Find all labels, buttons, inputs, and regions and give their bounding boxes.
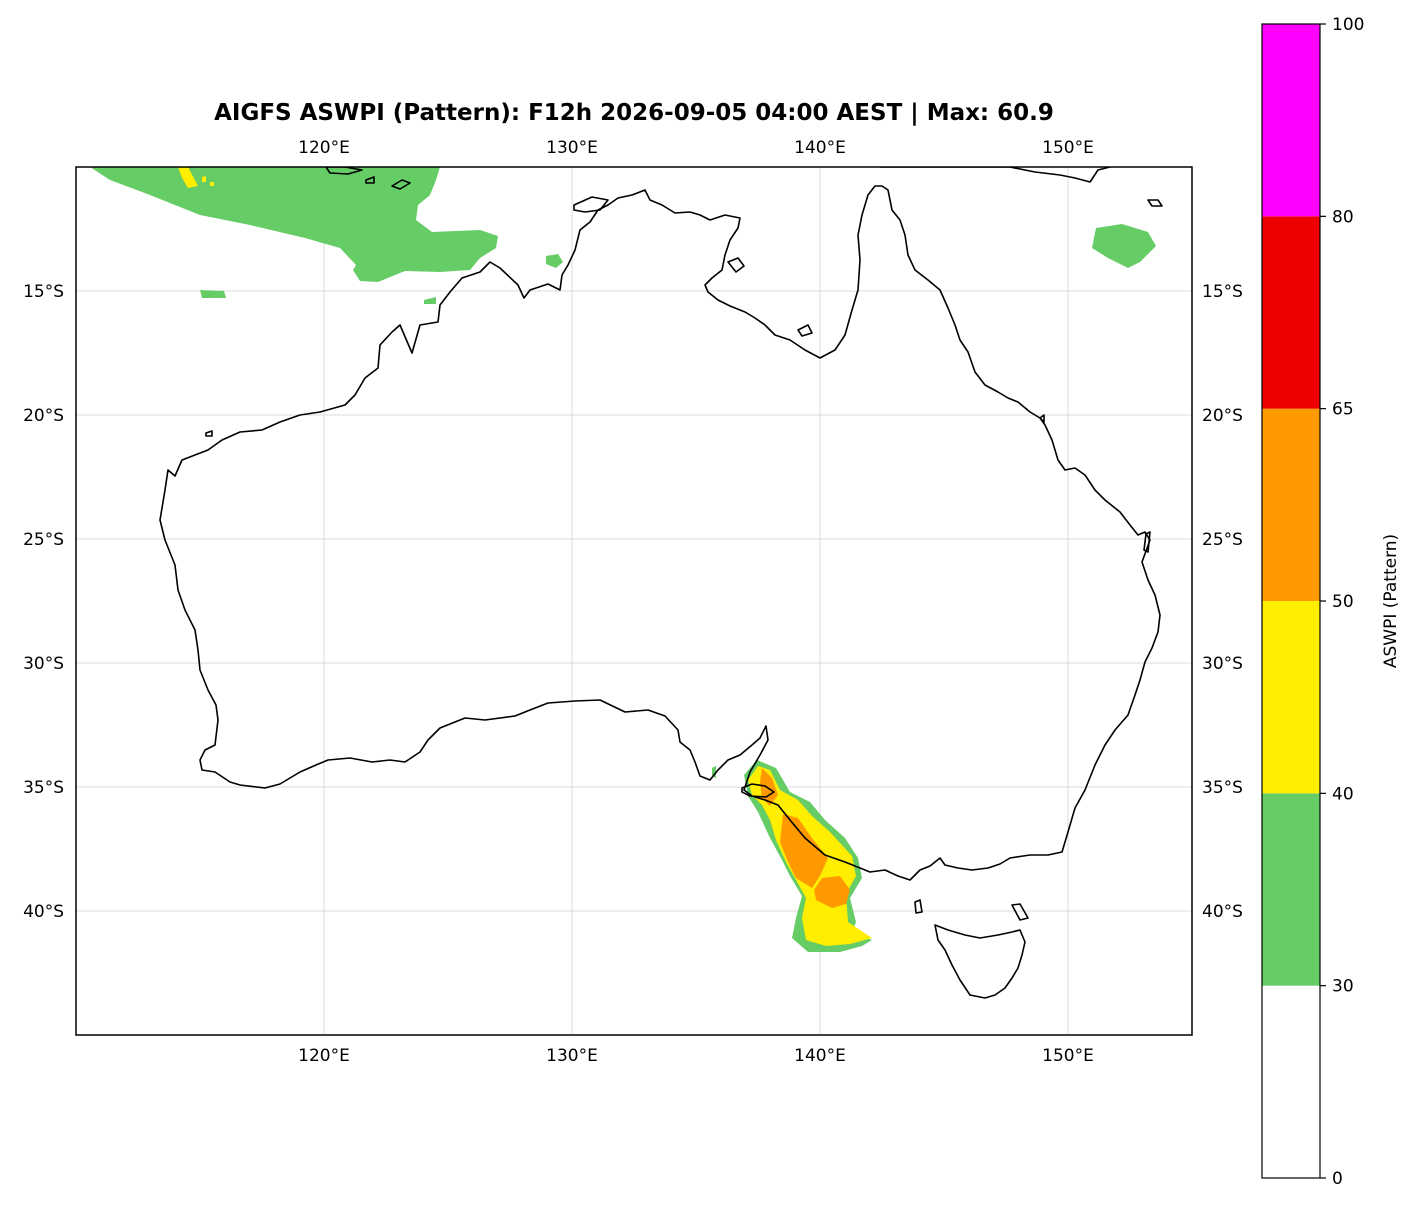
lon-tick-label-bottom: 120°E <box>298 1046 350 1066</box>
fraser-island-coastline <box>1143 531 1151 553</box>
lat-tick-label-left: 20°S <box>23 406 64 426</box>
lon-tick-label-bottom: 150°E <box>1042 1046 1094 1066</box>
small-island-3 <box>205 430 213 437</box>
australia-coastline <box>159 185 1161 881</box>
aswpi-30-40-areas <box>90 167 1156 952</box>
colorbar-tick-label: 100 <box>1332 15 1364 35</box>
kangaroo-island-coastline <box>741 783 775 798</box>
colorbar-bin <box>1262 985 1320 1178</box>
colorbar-bin <box>1262 216 1320 409</box>
lon-tick-label-top: 150°E <box>1042 138 1094 158</box>
gridlines <box>76 167 1192 1035</box>
colorbar-tick-label: 80 <box>1332 207 1354 227</box>
colorbar: 0 30 40 50 65 80 100 ASWPI (Pattern) <box>1261 15 1401 1189</box>
lon-tick-label-top: 140°E <box>794 138 846 158</box>
lat-tick-label-left: 40°S <box>23 902 64 922</box>
lat-tick-label-left: 25°S <box>23 530 64 550</box>
colorbar-bin <box>1262 408 1320 601</box>
colorbar-label: ASWPI (Pattern) <box>1381 534 1401 668</box>
groote-eylandt-coastline <box>727 257 745 273</box>
colorbar-tick-label: 65 <box>1332 400 1354 420</box>
colorbar-bin <box>1262 24 1320 217</box>
lat-tick-label-right: 25°S <box>1202 530 1243 550</box>
colorbar-bin <box>1262 601 1320 794</box>
melville-island-coastline <box>573 196 609 213</box>
colorbar-tick-label: 50 <box>1332 592 1354 612</box>
lat-tick-label-right: 15°S <box>1202 282 1243 302</box>
lon-tick-label-top: 130°E <box>546 138 598 158</box>
lon-tick-label-top: 120°E <box>298 138 350 158</box>
colorbar-bin <box>1262 793 1320 986</box>
lat-tick-label-left: 15°S <box>23 282 64 302</box>
axis-tick-labels: 120°E 120°E 130°E 130°E 140°E 140°E 150°E 150°E… <box>23 138 1243 1066</box>
lat-tick-label-right: 35°S <box>1202 778 1243 798</box>
tasmania-coastline <box>934 924 1026 999</box>
coastline <box>159 167 1163 999</box>
timor-coastline <box>325 167 363 175</box>
colorbar-tick-label: 40 <box>1332 784 1354 804</box>
lat-tick-label-left: 30°S <box>23 654 64 674</box>
aswpi-50-65-areas <box>760 768 850 908</box>
colorbar-tick-label: 0 <box>1332 1169 1343 1189</box>
lat-tick-label-right: 40°S <box>1202 902 1243 922</box>
flinders-island-coastline <box>1011 903 1029 921</box>
king-island-coastline <box>914 899 923 914</box>
small-island-4 <box>1039 414 1045 423</box>
map-frame <box>75 166 1193 1036</box>
new-britain-coastline <box>1147 199 1163 207</box>
lat-tick-label-left: 35°S <box>23 778 64 798</box>
lat-tick-label-right: 20°S <box>1202 406 1243 426</box>
lon-tick-label-bottom: 130°E <box>546 1046 598 1066</box>
mornington-island-coastline <box>797 324 813 337</box>
lon-tick-label-bottom: 140°E <box>794 1046 846 1066</box>
new-guinea-coastline <box>880 167 1111 183</box>
map-title: AIGFS ASWPI (Pattern): F12h 2026-09-05 0… <box>214 100 1054 126</box>
lat-tick-label-right: 30°S <box>1202 654 1243 674</box>
colorbar-tick-label: 30 <box>1332 977 1354 997</box>
aswpi-field <box>90 167 1156 952</box>
small-island-1 <box>365 176 375 184</box>
small-island-2 <box>391 179 411 190</box>
